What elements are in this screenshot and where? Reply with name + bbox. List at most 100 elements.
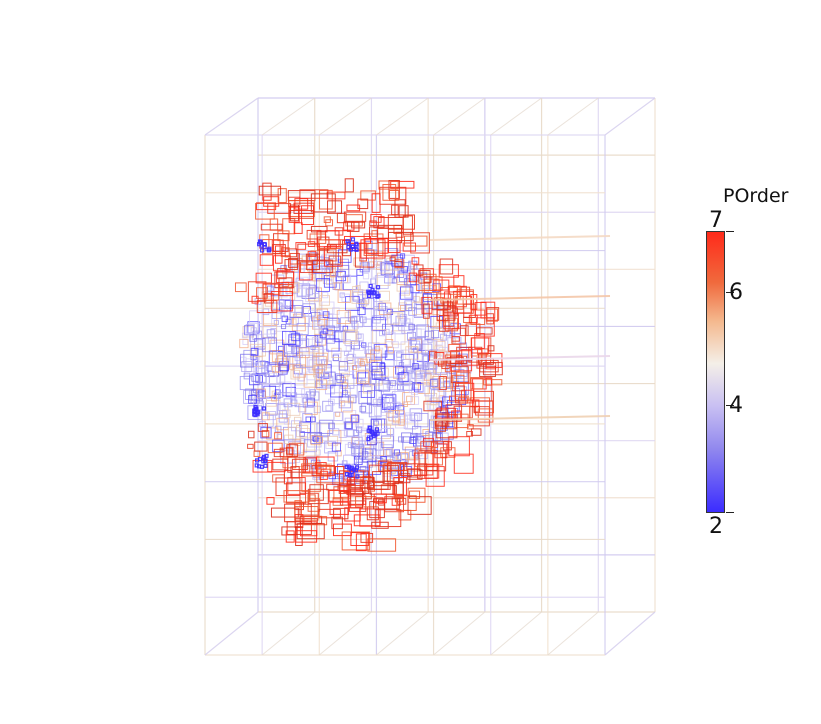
mesh-cell: [351, 365, 358, 371]
mesh-cell: [414, 412, 429, 428]
mesh-cell: [333, 411, 343, 422]
mesh-cell: [310, 391, 320, 401]
mesh-cell: [373, 418, 388, 433]
mesh-cell: [243, 372, 251, 380]
mesh-cell: [465, 323, 481, 336]
mesh-edge: [261, 97, 316, 136]
mesh-cell: [294, 198, 309, 210]
mesh-cell: [345, 384, 358, 398]
mesh-cell: [288, 355, 298, 365]
mesh-cell: [314, 365, 323, 374]
mesh-cell: [315, 352, 329, 365]
mesh-cell: [258, 374, 267, 383]
mesh-cell: [371, 361, 385, 376]
tick-min: [726, 512, 734, 513]
mesh-cell: [252, 459, 273, 473]
mesh-cell: [325, 266, 336, 277]
mesh-cell: [362, 264, 370, 271]
mesh-cell: [416, 324, 430, 338]
mesh-cell: [343, 211, 367, 222]
mesh-cell: [363, 233, 384, 256]
mesh-cell: [384, 448, 392, 457]
tick-6: [726, 292, 734, 293]
mesh-cell: [388, 396, 396, 403]
mesh-cell: [386, 462, 405, 482]
mesh-cell: [430, 329, 440, 339]
mesh-cell: [273, 448, 285, 458]
mesh-cell: [398, 419, 405, 426]
mesh-cell: [305, 253, 320, 270]
mesh-cell: [307, 433, 322, 448]
mesh-cell: [395, 365, 404, 375]
mesh-cell: [436, 407, 456, 419]
mesh-cell: [393, 449, 400, 456]
mesh-cell: [416, 273, 437, 291]
mesh-cell: [391, 415, 401, 425]
mesh-edge: [376, 97, 429, 136]
mesh-cell: [296, 322, 309, 335]
mesh-cell: [263, 385, 277, 399]
mesh-cell: [333, 507, 349, 520]
mesh-cell: [343, 329, 358, 344]
mesh-cell: [375, 431, 380, 436]
mesh-cell: [375, 285, 381, 290]
mesh-cell: [480, 301, 496, 319]
mesh-cell: [373, 301, 383, 311]
mesh-cell: [388, 189, 400, 201]
mesh-cell: [397, 497, 407, 505]
mesh-cell: [468, 314, 478, 324]
mesh-cell: [420, 372, 426, 379]
mesh-cell: [287, 456, 306, 473]
mesh-cell: [364, 238, 389, 254]
mesh-cell: [448, 285, 461, 295]
mesh-cell: [257, 423, 268, 432]
mesh-cell: [277, 268, 287, 280]
mesh-cell: [307, 498, 321, 512]
mesh-cell: [351, 289, 366, 304]
mesh-cell: [318, 508, 341, 519]
mesh-cell: [326, 338, 340, 352]
mesh-cell: [322, 291, 329, 299]
mesh-cell: [316, 422, 331, 437]
mesh-cell: [387, 462, 408, 471]
mesh-cell: [341, 460, 348, 466]
mesh-cell: [405, 346, 419, 360]
mesh-cell: [402, 436, 417, 451]
mesh-cell: [316, 230, 340, 248]
mesh-cell: [242, 339, 249, 345]
mesh-cell: [323, 216, 331, 223]
mesh-cell: [287, 477, 306, 495]
mesh-cell: [355, 370, 370, 384]
mesh-cell: [346, 241, 351, 246]
mesh-cell: [358, 444, 374, 460]
mesh-cell: [351, 443, 364, 457]
mesh-cell: [434, 345, 444, 355]
mesh-cell: [265, 372, 278, 384]
mesh-cell: [331, 516, 343, 530]
mesh-cell: [359, 508, 381, 527]
mesh-edge: [433, 97, 486, 136]
mesh-cell: [356, 269, 364, 276]
mesh-cell: [322, 311, 330, 318]
mesh-cell: [307, 309, 323, 325]
mesh-cell: [244, 325, 255, 336]
mesh-cell: [259, 254, 274, 266]
mesh-cell: [278, 392, 292, 406]
mesh-edge: [547, 611, 599, 656]
mesh-edge: [204, 97, 259, 136]
mesh-cell: [392, 350, 404, 361]
mesh-cell: [315, 368, 325, 378]
mesh-cell: [288, 426, 301, 440]
mesh-cell: [298, 347, 310, 359]
mesh-cell: [318, 373, 331, 386]
mesh-cell: [361, 342, 367, 348]
mesh-cell: [448, 436, 470, 457]
mesh-cell: [245, 358, 260, 372]
mesh-cell: [423, 400, 442, 412]
mesh-cell: [374, 427, 380, 432]
mesh-cell: [424, 362, 437, 375]
mesh-cell: [487, 345, 495, 352]
mesh-cell: [319, 189, 333, 210]
